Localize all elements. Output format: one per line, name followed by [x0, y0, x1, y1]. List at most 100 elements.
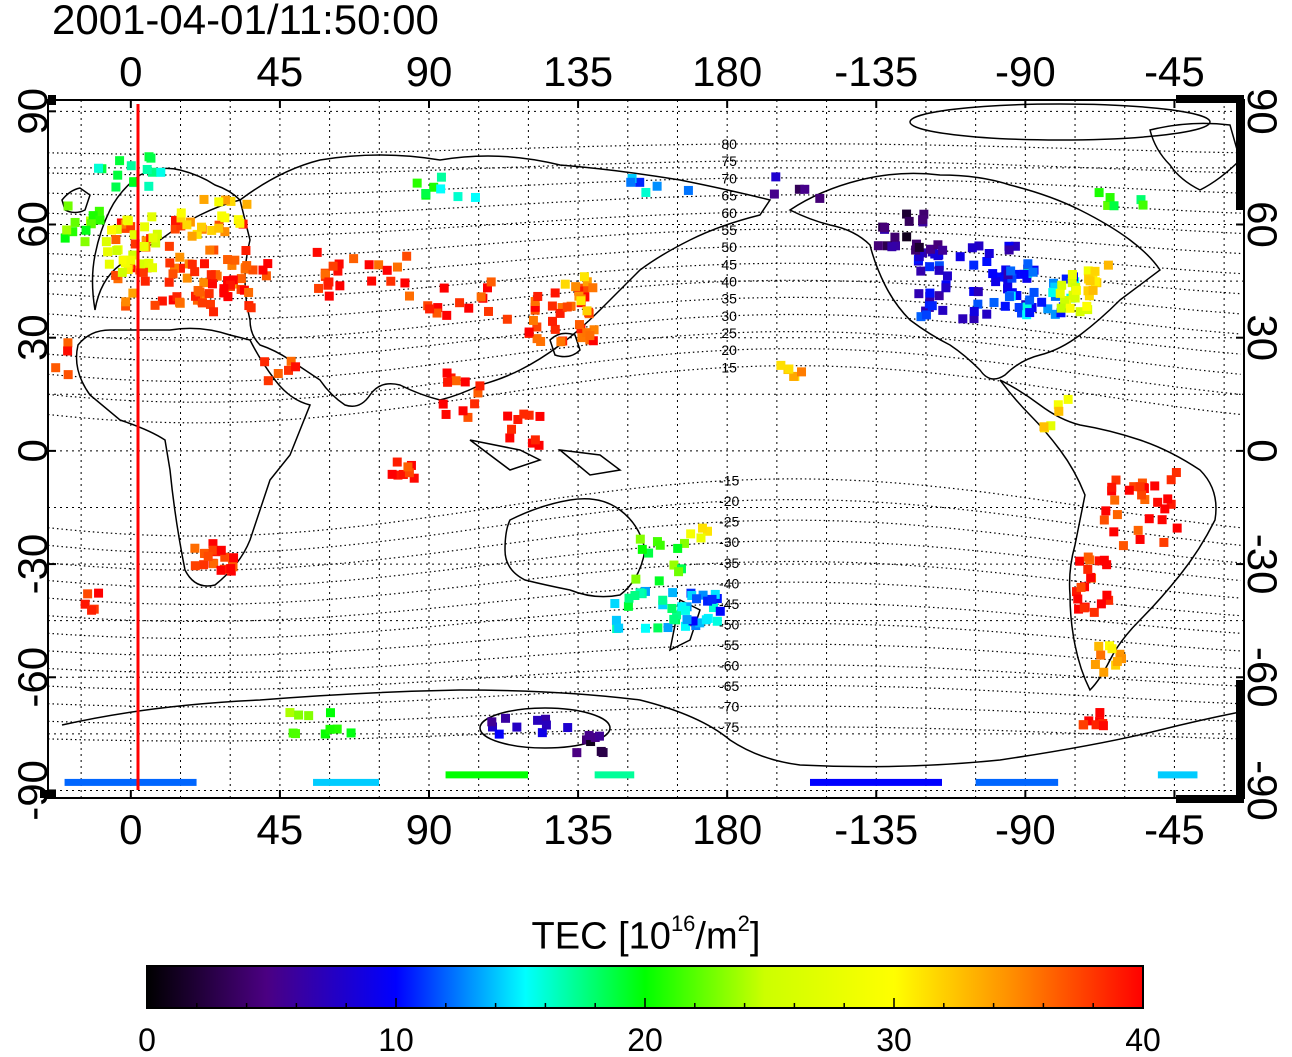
tec-cell	[1025, 308, 1035, 318]
tec-cell	[890, 232, 900, 242]
tec-cell	[460, 377, 470, 387]
tec-cell	[112, 246, 122, 256]
magnetic-latitude-contour	[48, 143, 1241, 155]
tec-cell	[631, 574, 641, 584]
tec-cell	[128, 250, 138, 260]
colorbar-ticks: 0 10 20 30 40	[138, 998, 1161, 1057]
tec-cell	[562, 302, 572, 312]
tec-cell	[1046, 421, 1056, 431]
tec-cell	[220, 227, 230, 237]
tec-cell	[1137, 490, 1147, 500]
tec-cell	[1153, 497, 1163, 507]
tec-cell	[680, 605, 690, 615]
page-title: 2001-04-01/11:50:00	[52, 0, 439, 43]
magnetic-latitude-contour	[48, 622, 1241, 657]
tec-cell	[1060, 296, 1070, 306]
tec-cell	[208, 539, 218, 549]
tec-cell	[501, 713, 511, 723]
tec-cell	[550, 288, 560, 298]
tec-cell	[195, 287, 205, 297]
tec-cell	[458, 406, 468, 416]
tec-cell	[174, 297, 184, 307]
tec-cell	[560, 279, 570, 289]
tec-cell	[1109, 201, 1119, 211]
tec-cell	[1017, 308, 1027, 318]
tec-cell	[147, 212, 157, 222]
lat-tick-label-right: 90	[1239, 88, 1286, 135]
tec-cell	[403, 462, 413, 472]
tec-cell	[225, 280, 235, 290]
tec-cell	[374, 260, 384, 270]
tec-band	[809, 778, 942, 786]
magnetic-latitude-contour	[48, 245, 1241, 279]
lon-tick-label-bottom: 0	[119, 806, 142, 853]
tec-cell	[880, 223, 890, 233]
tec-cell	[199, 194, 209, 204]
tec-cell	[115, 156, 125, 166]
magnetic-latitude-label: -70	[719, 699, 739, 715]
lon-tick-label-bottom: -135	[834, 806, 918, 853]
tec-cell	[294, 710, 304, 720]
tec-cell	[769, 189, 779, 199]
magnetic-latitude-contour	[48, 478, 1241, 537]
lon-tick-label-top: -45	[1144, 48, 1205, 95]
tec-cell	[94, 163, 104, 173]
tec-cell	[927, 301, 937, 311]
tec-cell	[258, 265, 268, 275]
tec-data-cells	[51, 152, 1198, 786]
tec-cell	[182, 220, 192, 230]
tec-cell	[537, 728, 547, 738]
tec-cell	[533, 715, 543, 725]
tec-cell	[1104, 595, 1114, 605]
tec-cell	[513, 414, 523, 424]
tec-cell	[436, 172, 446, 182]
tec-cell	[988, 269, 998, 279]
tec-cell	[1107, 644, 1117, 654]
tec-cell	[925, 288, 935, 298]
tec-cell	[1118, 541, 1128, 551]
tec-cell	[528, 315, 538, 325]
tec-cell	[1019, 269, 1029, 279]
magnetic-latitude-contour	[48, 211, 1241, 238]
tec-cell	[1096, 599, 1106, 609]
tec-cell	[701, 615, 711, 625]
tec-cell	[470, 192, 480, 202]
tec-cell	[203, 551, 213, 561]
coastlines	[61, 122, 1241, 768]
tec-cell	[533, 291, 543, 301]
tec-cell	[1083, 266, 1093, 276]
tec-cell	[129, 230, 139, 240]
lat-tick-label-left: 0	[9, 439, 56, 462]
tec-cell	[164, 241, 174, 251]
lat-tick-label-right: -90	[1239, 760, 1286, 821]
lat-tick-label-right: -60	[1239, 647, 1286, 708]
tec-cell	[1006, 266, 1016, 276]
tec-cell	[789, 371, 799, 381]
magnetic-latitude-label: -20	[719, 493, 739, 509]
magnetic-latitude-label: 45	[721, 256, 737, 272]
tec-cell	[1083, 552, 1093, 562]
tec-cell	[635, 534, 645, 544]
tec-cell	[455, 298, 465, 308]
tec-cell	[652, 181, 662, 191]
tec-cell	[902, 209, 912, 219]
lon-tick-label-top: 180	[692, 48, 762, 95]
tec-cell	[1075, 307, 1085, 317]
tec-cell	[175, 263, 185, 273]
tec-cell	[958, 314, 968, 324]
colorbar-title: TEC [1016/m2]	[0, 906, 1292, 959]
tec-cell	[402, 251, 412, 261]
tec-cell	[1003, 284, 1013, 294]
tec-cell	[1079, 603, 1089, 613]
tec-cell	[1083, 564, 1093, 574]
tec-cell	[1138, 200, 1148, 210]
tec-cell	[1107, 482, 1117, 492]
tec-cell	[199, 560, 209, 570]
tec-cell	[637, 544, 647, 554]
magnetic-latitude-label: -15	[719, 473, 739, 489]
tec-cell	[220, 552, 230, 562]
magnetic-latitude-contour	[48, 664, 1241, 691]
tec-cell	[147, 167, 157, 177]
tec-cell	[382, 265, 392, 275]
